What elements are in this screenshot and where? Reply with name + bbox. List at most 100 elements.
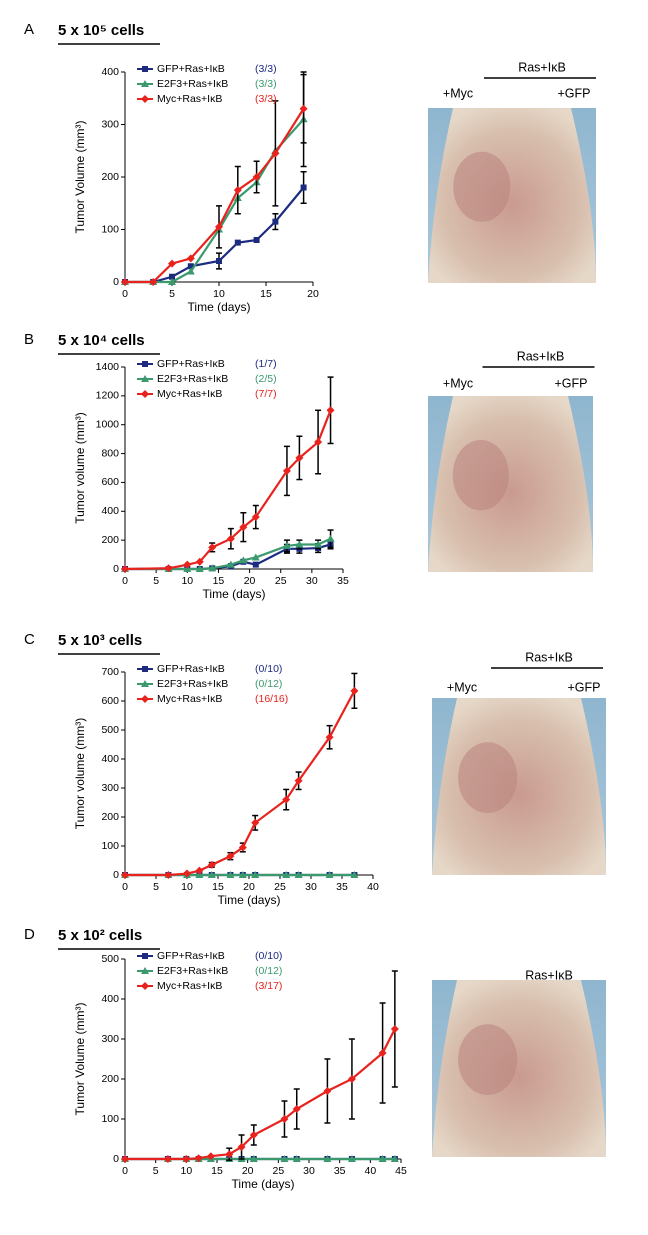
photo-mouse [428, 396, 593, 572]
marker [350, 871, 359, 878]
photo-left-label: +Myc [443, 376, 473, 390]
y-tick-label: 400 [101, 66, 119, 78]
marker [206, 1152, 215, 1161]
marker [300, 184, 307, 191]
photo-title: Ras+IκB [525, 968, 573, 982]
marker [226, 560, 235, 568]
marker [186, 254, 195, 263]
marker [168, 259, 176, 268]
legend-label: Myc+Ras+IκB [157, 693, 222, 705]
legend-count: (3/17) [255, 980, 282, 992]
x-tick-label: 15 [212, 881, 224, 893]
photo-right-label: +GFP [555, 376, 588, 390]
photo-title: Ras+IκB [518, 60, 566, 74]
y-tick-label: 200 [101, 1073, 119, 1085]
marker [295, 453, 304, 462]
marker [208, 543, 217, 552]
marker [226, 871, 235, 878]
marker [292, 1155, 301, 1162]
marker [326, 534, 335, 542]
marker [141, 982, 149, 990]
panel-label: D [24, 926, 35, 943]
x-tick-label: 35 [336, 881, 348, 893]
photo-tumor [453, 151, 511, 222]
marker [295, 540, 304, 548]
marker [183, 560, 192, 569]
legend-count: (0/10) [255, 950, 282, 962]
marker [280, 1155, 289, 1162]
legend-count: (3/3) [255, 93, 277, 105]
legend-count: (7/7) [255, 388, 277, 400]
marker [378, 1049, 387, 1057]
legend-label: GFP+Ras+IκB [157, 358, 225, 370]
marker [186, 267, 195, 275]
photo-mouse [428, 108, 596, 283]
photo-title: Ras+IκB [525, 650, 573, 664]
y-tick-label: 600 [101, 695, 119, 707]
x-axis-label: Time (days) [203, 587, 266, 601]
marker [149, 278, 158, 286]
marker [294, 871, 303, 878]
marker [251, 871, 260, 878]
marker [142, 361, 148, 367]
y-tick-label: 1400 [96, 361, 120, 373]
marker [121, 1155, 129, 1163]
photo-title: Ras+IκB [517, 349, 565, 363]
y-tick-label: 1200 [96, 390, 120, 402]
marker [121, 565, 129, 573]
marker [378, 1155, 387, 1162]
x-tick-label: 25 [275, 575, 287, 587]
marker [251, 513, 260, 522]
marker [249, 1155, 258, 1162]
y-tick-label: 0 [113, 1153, 119, 1165]
x-tick-label: 10 [180, 1165, 192, 1177]
marker [390, 1155, 399, 1162]
y-tick-label: 200 [101, 171, 119, 183]
chart-title: 5 x 10³ cells [58, 632, 142, 649]
marker [239, 523, 248, 532]
marker [314, 540, 323, 548]
marker [347, 1075, 356, 1083]
y-tick-label: 0 [113, 563, 119, 575]
marker [207, 860, 216, 869]
marker [142, 666, 148, 672]
marker [195, 557, 204, 566]
marker [325, 871, 334, 878]
marker [280, 1115, 289, 1123]
photo-tumor [458, 1024, 518, 1096]
legend-count: (0/12) [255, 965, 282, 977]
legend-count: (3/3) [255, 78, 277, 90]
photo-right-label: +GFP [568, 680, 601, 694]
y-tick-label: 700 [101, 666, 119, 678]
x-tick-label: 30 [306, 575, 318, 587]
y-tick-label: 100 [101, 840, 119, 852]
photo-mouse [432, 980, 606, 1157]
legend-count: (0/12) [255, 678, 282, 690]
legend-label: GFP+Ras+IκB [157, 63, 225, 75]
marker [141, 95, 149, 103]
x-tick-label: 10 [181, 575, 193, 587]
marker [251, 818, 260, 827]
marker [239, 556, 248, 564]
y-tick-label: 500 [101, 953, 119, 965]
marker [251, 553, 260, 561]
chart-title: 5 x 10² cells [58, 927, 142, 944]
y-tick-label: 100 [101, 1113, 119, 1125]
legend-label: E2F3+Ras+IκB [157, 965, 228, 977]
chart-title: 5 x 10⁴ cells [58, 332, 145, 349]
y-tick-label: 800 [101, 447, 119, 459]
panel-label: C [24, 631, 35, 648]
x-tick-label: 5 [153, 1165, 159, 1177]
y-tick-label: 200 [101, 811, 119, 823]
y-axis-label: Tumor Volume (mm³) [73, 1003, 87, 1116]
x-tick-label: 45 [395, 1165, 407, 1177]
series-line [125, 108, 305, 284]
marker [216, 258, 222, 264]
y-tick-label: 1000 [96, 418, 120, 430]
x-tick-label: 30 [305, 881, 317, 893]
y-tick-label: 400 [101, 505, 119, 517]
marker [169, 273, 175, 280]
photo-mouse [432, 698, 606, 875]
marker [142, 66, 148, 72]
